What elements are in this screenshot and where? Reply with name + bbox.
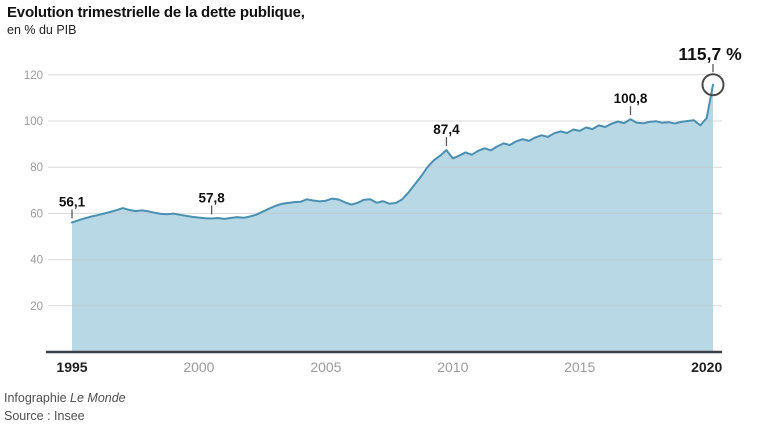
x-axis-tick-label: 2010 — [437, 359, 468, 375]
y-axis-tick-label: 120 — [24, 70, 43, 82]
chart-subtitle: en % du PIB — [7, 23, 77, 37]
y-axis-tick-label: 100 — [24, 116, 43, 128]
x-axis-tick-label: 2005 — [310, 359, 341, 375]
credit-line: Infographie Le Monde — [4, 390, 126, 408]
credit-publication: Le Monde — [70, 391, 126, 405]
line-series — [71, 83, 714, 224]
endpoint-circle — [701, 73, 725, 97]
y-axis-tick-label: 60 — [30, 208, 43, 220]
area-series — [72, 84, 713, 352]
x-axis-tick-label: 2020 — [691, 359, 722, 375]
chart-footer: Infographie Le Monde Source : Insee — [4, 390, 126, 425]
x-axis-tick-label: 2015 — [564, 359, 595, 375]
x-axis-tick-label: 2000 — [183, 359, 214, 375]
chart-title: Evolution trimestrielle de la dette publ… — [7, 4, 305, 21]
source-line: Source : Insee — [4, 408, 85, 423]
x-axis-tick-label: 1995 — [56, 359, 87, 375]
y-axis-tick-label: 80 — [30, 162, 43, 174]
annotation-label: 56,1 — [59, 194, 86, 209]
annotation-label: 115,7 % — [678, 44, 742, 64]
annotation-label: 100,8 — [614, 91, 648, 106]
annotation-label: 87,4 — [433, 122, 460, 137]
y-axis-tick-label: 40 — [30, 255, 43, 267]
annotation-label: 57,8 — [198, 190, 225, 205]
credit-prefix: Infographie — [4, 391, 71, 405]
y-axis-tick-label: 20 — [30, 301, 43, 313]
